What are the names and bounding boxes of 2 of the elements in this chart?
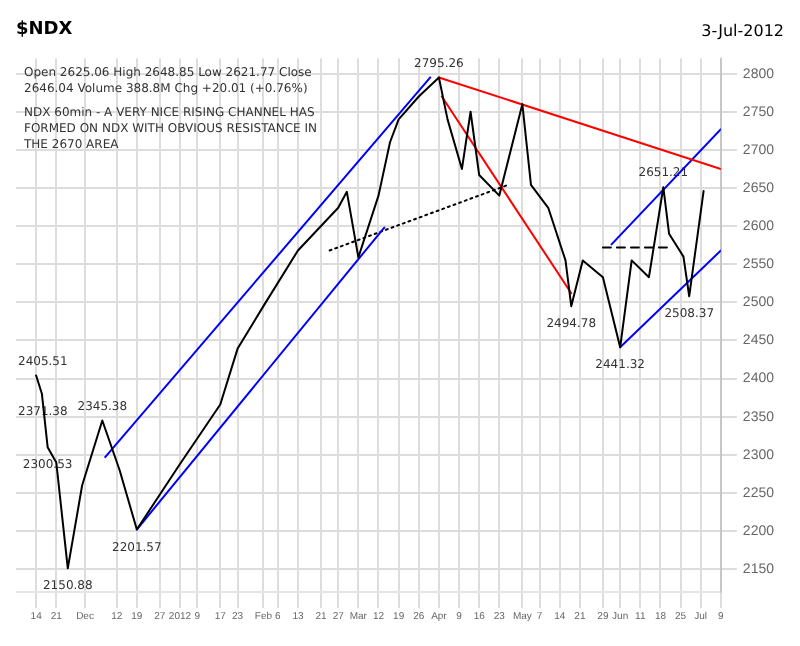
chart-subtitle: 3-Jul-2012 [701, 21, 784, 39]
chart-title: $NDX [16, 20, 73, 40]
